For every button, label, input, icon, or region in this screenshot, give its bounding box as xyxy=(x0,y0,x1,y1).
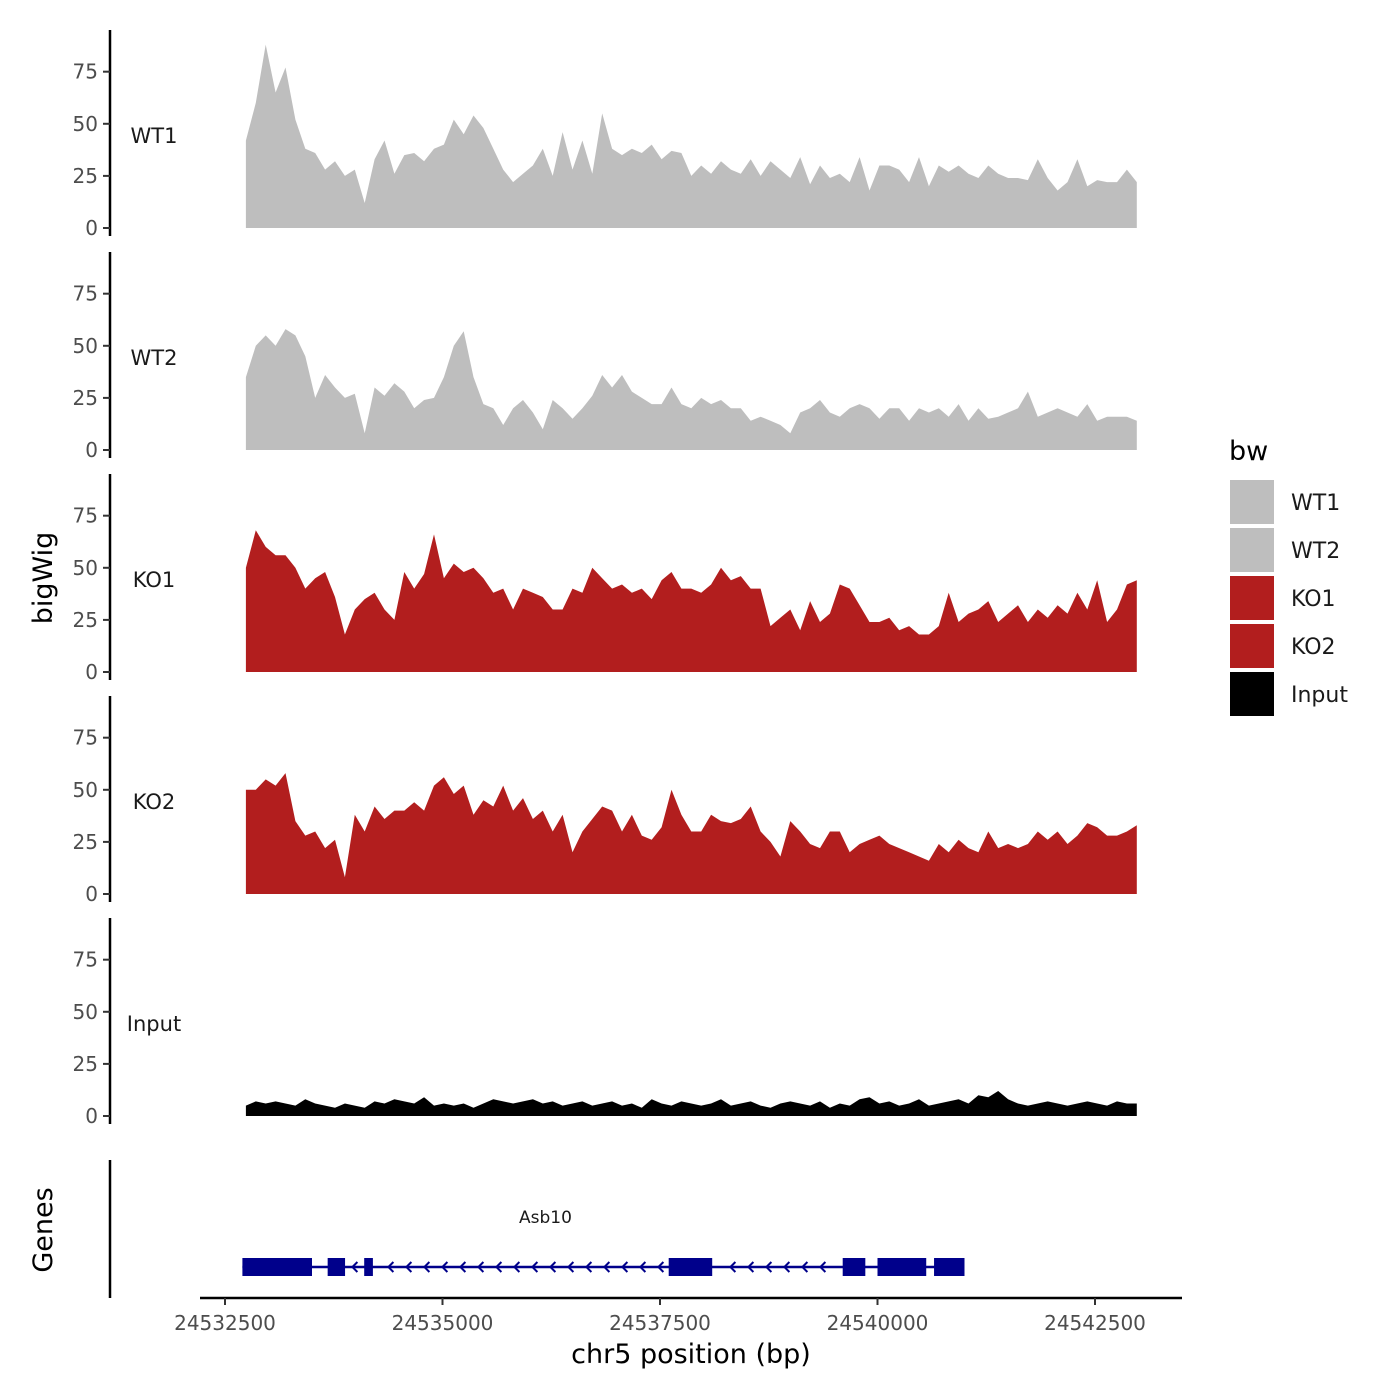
track-panel-ko2: 0 25 50 75 KO2 xyxy=(73,696,1137,906)
x-tick-label: 24537500 xyxy=(609,1311,711,1335)
gene-exon xyxy=(842,1258,866,1276)
y-tick-label: 25 xyxy=(73,164,98,188)
strand-arrow xyxy=(404,1261,413,1273)
strand-arrow xyxy=(350,1261,359,1273)
legend-label-ko2: KO2 xyxy=(1291,635,1336,660)
gene-asb10: Asb10 xyxy=(242,1208,965,1276)
track-label: WT2 xyxy=(131,346,178,370)
y-tick-label: 75 xyxy=(73,948,98,972)
legend-label-wt1: WT1 xyxy=(1291,491,1340,516)
strand-arrow xyxy=(764,1261,773,1273)
track-panel-ko1: 0 25 50 75 KO1 xyxy=(73,474,1137,684)
y-tick-label: 50 xyxy=(73,334,98,358)
legend-label-input: Input xyxy=(1291,683,1348,708)
strand-arrow xyxy=(746,1261,755,1273)
track-label: KO1 xyxy=(133,568,176,592)
strand-arrow xyxy=(512,1261,521,1273)
legend-label-ko1: KO1 xyxy=(1291,587,1336,612)
strand-arrow xyxy=(422,1261,431,1273)
legend-swatch-ko2 xyxy=(1230,624,1274,668)
gene-track-title: Genes xyxy=(28,1187,59,1272)
y-tick-label: 0 xyxy=(85,1104,98,1128)
strand-arrow xyxy=(818,1261,827,1273)
gene-exon xyxy=(364,1258,373,1276)
strand-arrow xyxy=(566,1261,575,1273)
strand-arrow xyxy=(494,1261,503,1273)
legend: bw WT1 WT2 KO1 KO2 Input xyxy=(1229,436,1348,716)
y-tick-label: 75 xyxy=(73,726,98,750)
area-series-wt1 xyxy=(245,44,1137,228)
gene-exon xyxy=(934,1258,965,1276)
gene-exon xyxy=(877,1258,927,1276)
y-tick-label: 0 xyxy=(85,882,98,906)
gene-exon xyxy=(327,1258,346,1276)
strand-arrow xyxy=(548,1261,557,1273)
strand-arrow xyxy=(656,1261,665,1273)
gene-exon xyxy=(668,1258,713,1276)
x-tick-label: 24540000 xyxy=(827,1311,929,1335)
legend-swatch-wt1 xyxy=(1230,480,1274,524)
y-tick-label: 0 xyxy=(85,660,98,684)
strand-arrow xyxy=(728,1261,737,1273)
y-tick-label: 0 xyxy=(85,438,98,462)
y-axis-title: bigWig xyxy=(28,532,59,625)
strand-arrow xyxy=(476,1261,485,1273)
x-tick-label: 24535000 xyxy=(392,1311,494,1335)
area-series-input xyxy=(245,1091,1137,1116)
y-tick-label: 25 xyxy=(73,386,98,410)
strand-arrow xyxy=(458,1261,467,1273)
strand-arrow xyxy=(440,1261,449,1273)
track-label: KO2 xyxy=(133,790,176,814)
y-tick-label: 50 xyxy=(73,112,98,136)
area-series-ko2 xyxy=(245,773,1137,894)
strand-arrow xyxy=(584,1261,593,1273)
legend-swatch-wt2 xyxy=(1230,528,1274,572)
area-series-ko1 xyxy=(245,530,1137,672)
strand-arrow xyxy=(638,1261,647,1273)
y-tick-label: 75 xyxy=(73,60,98,84)
strand-arrow xyxy=(602,1261,611,1273)
y-tick-label: 75 xyxy=(73,282,98,306)
x-tick-label: 24542500 xyxy=(1044,1311,1146,1335)
track-panel-wt1: 0 25 50 75 WT1 xyxy=(73,30,1137,240)
y-tick-label: 50 xyxy=(73,556,98,580)
y-tick-label: 0 xyxy=(85,216,98,240)
strand-arrow xyxy=(530,1261,539,1273)
track-label: Input xyxy=(127,1012,181,1036)
y-tick-label: 75 xyxy=(73,504,98,528)
x-tick-label: 24532500 xyxy=(174,1311,276,1335)
strand-arrow xyxy=(782,1261,791,1273)
y-tick-label: 25 xyxy=(73,830,98,854)
legend-swatch-input xyxy=(1230,672,1274,716)
strand-arrow xyxy=(386,1261,395,1273)
legend-title: bw xyxy=(1229,436,1268,467)
y-tick-label: 25 xyxy=(73,608,98,632)
gene-name-label: Asb10 xyxy=(519,1208,572,1228)
y-tick-label: 25 xyxy=(73,1052,98,1076)
x-axis-title: chr5 position (bp) xyxy=(571,1339,811,1370)
legend-label-wt2: WT2 xyxy=(1291,539,1340,564)
strand-arrow xyxy=(800,1261,809,1273)
track-panel-wt2: 0 25 50 75 WT2 xyxy=(73,252,1137,462)
gene-exon xyxy=(242,1258,312,1276)
y-tick-label: 50 xyxy=(73,1000,98,1024)
legend-swatch-ko1 xyxy=(1230,576,1274,620)
track-panel-input: 0 25 50 75 Input xyxy=(73,918,1137,1128)
y-tick-label: 50 xyxy=(73,778,98,802)
area-series-wt2 xyxy=(245,329,1137,450)
track-label: WT1 xyxy=(131,124,178,148)
strand-arrow xyxy=(620,1261,629,1273)
